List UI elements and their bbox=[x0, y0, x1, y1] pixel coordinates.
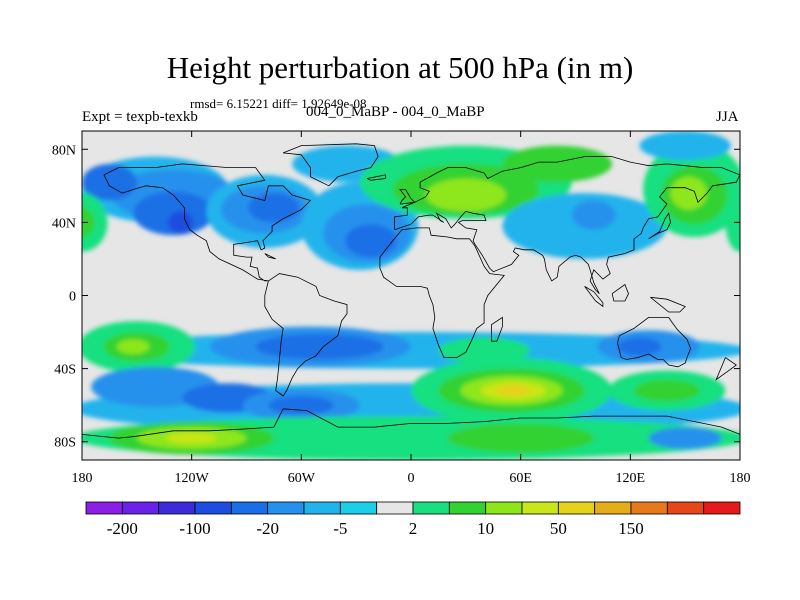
coastline bbox=[584, 286, 604, 308]
contour-region bbox=[345, 224, 397, 258]
colorbar-swatch bbox=[303, 501, 341, 515]
contour-region bbox=[633, 379, 700, 402]
stats-text: rmsd= 6.15221 diff= 1.92649e-08 bbox=[190, 96, 367, 111]
x-tick-label: 0 bbox=[408, 471, 415, 486]
colorbar-swatch bbox=[630, 501, 668, 515]
contour-region bbox=[116, 339, 150, 354]
contour-region bbox=[496, 385, 530, 397]
coastline bbox=[264, 253, 276, 260]
contour-region bbox=[82, 163, 137, 201]
case-label: 004_0_MaBP - 004_0_MaBP bbox=[306, 104, 485, 120]
colorbar-swatch bbox=[339, 501, 378, 515]
x-tick-label: 60W bbox=[288, 471, 316, 486]
coastline bbox=[650, 296, 686, 313]
experiment-label: Expt = texpb-texkb bbox=[82, 109, 198, 125]
x-tick-label: 120E bbox=[616, 471, 646, 486]
colorbar-swatch bbox=[521, 501, 559, 515]
coastlines bbox=[82, 143, 740, 439]
colorbar-label: -100 bbox=[179, 519, 210, 538]
contour-region bbox=[255, 333, 384, 360]
contour-region bbox=[167, 211, 194, 234]
colorbar-swatch bbox=[666, 501, 705, 515]
y-tick-label: 40S bbox=[54, 363, 76, 378]
season-label: JJA bbox=[716, 109, 739, 125]
x-tick-label: 60E bbox=[509, 471, 532, 486]
colorbar-swatch bbox=[557, 501, 596, 515]
contour-region bbox=[639, 131, 731, 161]
coastline bbox=[282, 143, 379, 187]
coastline bbox=[283, 408, 740, 435]
coastline bbox=[82, 408, 284, 439]
colorbar-label: -5 bbox=[333, 519, 347, 538]
x-tick-label: 120W bbox=[175, 471, 210, 486]
contour-region bbox=[268, 396, 335, 415]
map-axes: 180 120W 60W 0 60E 120E 180 80N 40N 0 40S 80S bbox=[52, 131, 751, 486]
contour-region bbox=[502, 145, 613, 183]
contour-region bbox=[617, 337, 662, 356]
contour-region bbox=[648, 427, 722, 450]
y-tick-label: 0 bbox=[69, 290, 76, 305]
colorbar-label: 50 bbox=[550, 519, 567, 538]
contour-region bbox=[425, 178, 507, 212]
coastline bbox=[264, 273, 348, 397]
y-tick-label: 80N bbox=[52, 143, 76, 158]
colorbar-swatch bbox=[85, 501, 123, 515]
coastline bbox=[617, 316, 692, 368]
colorbar-label: -200 bbox=[107, 519, 138, 538]
contour-region bbox=[670, 176, 708, 210]
colorbar-label: 2 bbox=[409, 519, 418, 538]
coastline bbox=[399, 189, 416, 205]
y-tick-label: 40N bbox=[52, 216, 76, 231]
x-tick-label: 180 bbox=[72, 471, 93, 486]
contour-region bbox=[82, 207, 95, 238]
coastline bbox=[366, 174, 386, 181]
colorbar-swatch bbox=[703, 501, 741, 515]
colorbar-swatch bbox=[194, 501, 232, 515]
coastline bbox=[715, 357, 737, 381]
contour-region bbox=[571, 200, 616, 230]
colorbar-label: -20 bbox=[256, 519, 279, 538]
contour-region bbox=[166, 432, 218, 444]
colorbar: -200 -100 -20 -5 2 10 50 150 bbox=[85, 501, 741, 538]
colorbar-swatch bbox=[376, 501, 414, 515]
coastline bbox=[611, 283, 629, 302]
contour-region bbox=[248, 193, 300, 223]
coastline bbox=[103, 163, 312, 282]
x-tick-label: 180 bbox=[730, 471, 751, 486]
colorbar-label: 150 bbox=[618, 519, 644, 538]
coastline bbox=[394, 156, 740, 294]
coastline bbox=[379, 227, 505, 359]
colorbar-label: 10 bbox=[477, 519, 494, 538]
coastline bbox=[648, 212, 671, 240]
y-tick-label: 80S bbox=[54, 436, 76, 451]
colorbar-swatch bbox=[267, 501, 305, 515]
colorbar-swatch bbox=[594, 501, 632, 515]
colorbar-swatch bbox=[230, 501, 269, 515]
colorbar-swatch bbox=[448, 501, 487, 515]
colorbar-swatch bbox=[485, 501, 523, 515]
contour-region bbox=[133, 191, 214, 236]
colorbar-swatch bbox=[121, 501, 160, 515]
contour-field bbox=[82, 131, 740, 460]
contour-region bbox=[447, 423, 594, 453]
colorbar-swatch bbox=[412, 501, 450, 515]
contour-region bbox=[438, 337, 530, 364]
colorbar-swatch bbox=[158, 501, 196, 515]
coastline bbox=[490, 316, 503, 342]
plot-title: Height perturbation at 500 hPa (in m) bbox=[166, 50, 634, 85]
